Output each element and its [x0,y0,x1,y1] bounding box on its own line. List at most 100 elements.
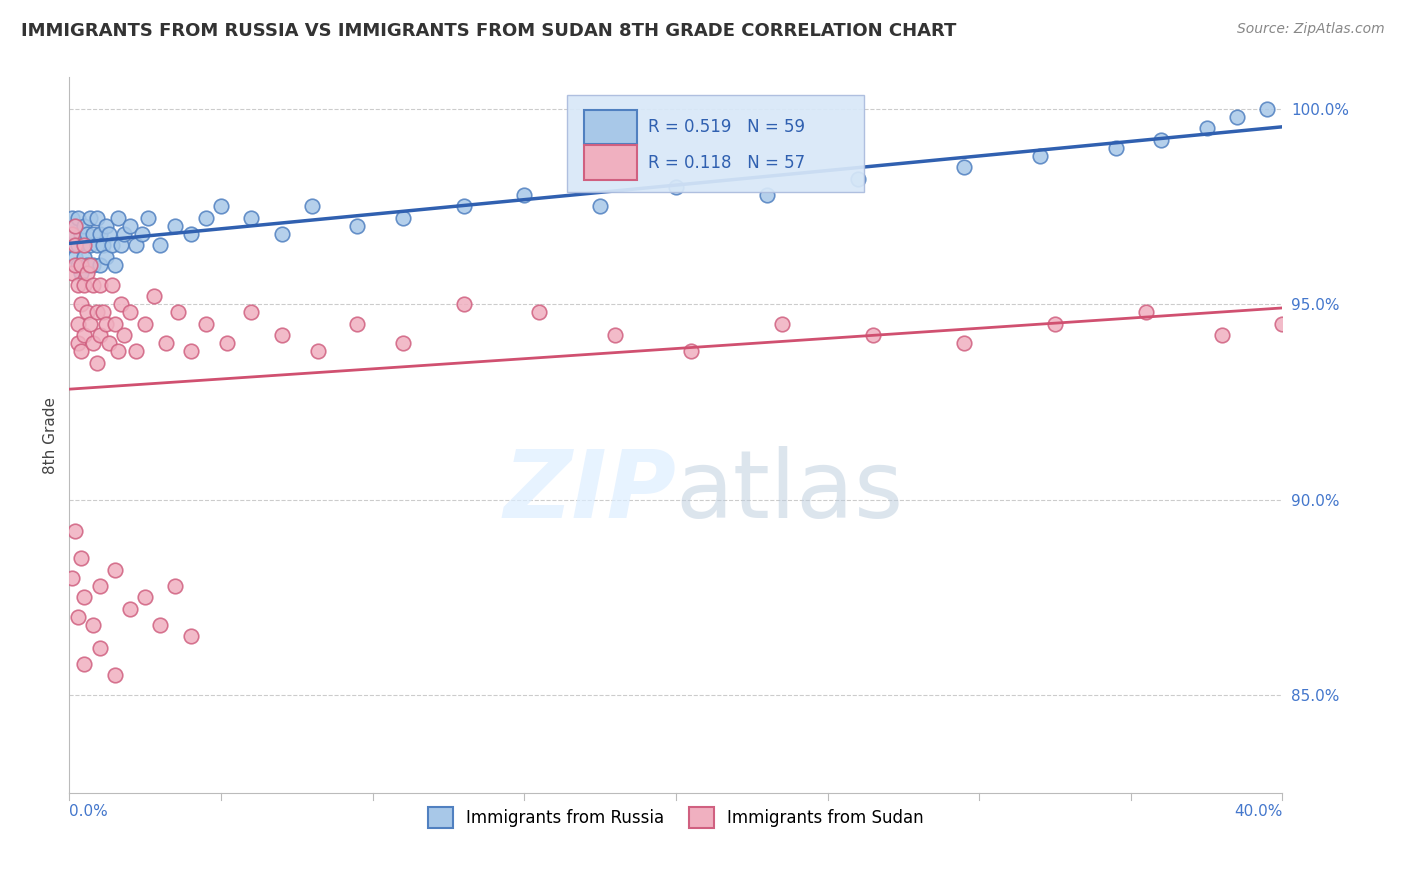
Point [770,317,793,331]
Point [180,344,202,359]
Point [76,305,98,319]
Point [89,227,111,241]
Point [73,328,96,343]
Point [240,305,263,319]
Point [86,356,108,370]
Point [605,328,627,343]
Point [194,211,217,226]
Point [70,266,93,280]
Point [346,219,368,233]
Point [94,250,117,264]
Point [65,227,87,241]
Point [82,336,104,351]
Point [65,219,87,233]
Text: 40.0%: 40.0% [1234,805,1282,820]
Point [82,258,104,272]
Point [79,238,101,252]
Point [89,258,111,272]
Point [110,297,132,311]
Point [65,238,87,252]
Point [67,317,90,331]
Point [301,199,323,213]
Text: R = 0.519   N = 59: R = 0.519 N = 59 [648,118,806,136]
Point [110,238,132,252]
Point [134,317,156,331]
Text: atlas: atlas [676,446,904,538]
Point [70,344,93,359]
Point [65,258,87,272]
Point [73,219,96,233]
Point [240,211,263,226]
Point [76,258,98,272]
Point [65,524,87,538]
Point [134,591,156,605]
Point [118,305,141,319]
Point [86,305,108,319]
Point [125,238,148,252]
Point [100,277,122,292]
Point [107,211,129,226]
FancyBboxPatch shape [567,95,863,192]
Point [73,238,96,252]
Point [1226,110,1249,124]
Text: R = 0.118   N = 57: R = 0.118 N = 57 [648,153,806,171]
Point [107,344,129,359]
Point [118,602,141,616]
Point [100,238,122,252]
Point [70,227,93,241]
Point [1029,148,1052,162]
Point [82,277,104,292]
FancyBboxPatch shape [583,145,637,179]
Point [679,344,702,359]
Point [194,317,217,331]
Point [392,336,415,351]
Point [346,317,368,331]
Point [104,317,127,331]
Point [65,219,87,233]
Point [513,187,536,202]
Point [149,617,172,632]
Point [1105,141,1128,155]
Point [1271,317,1294,331]
Text: IMMIGRANTS FROM RUSSIA VS IMMIGRANTS FROM SUDAN 8TH GRADE CORRELATION CHART: IMMIGRANTS FROM RUSSIA VS IMMIGRANTS FRO… [21,22,956,40]
Point [67,258,90,272]
Point [67,336,90,351]
Point [453,297,475,311]
Point [755,187,778,202]
Point [167,305,190,319]
Point [86,238,108,252]
Point [60,266,83,280]
Point [665,179,688,194]
Point [953,161,976,175]
Point [136,211,159,226]
Text: ZIP: ZIP [503,446,676,538]
Legend: Immigrants from Russia, Immigrants from Sudan: Immigrants from Russia, Immigrants from … [420,801,931,834]
Point [89,641,111,656]
Point [79,317,101,331]
Point [86,211,108,226]
Point [149,238,172,252]
Point [82,617,104,632]
Point [1150,133,1173,147]
Point [953,336,976,351]
Point [60,227,83,241]
Point [155,336,177,351]
Point [91,305,114,319]
Point [846,172,869,186]
Point [862,328,884,343]
Point [104,563,127,577]
Point [165,219,187,233]
Point [67,238,90,252]
Point [270,328,292,343]
Point [112,328,135,343]
Point [392,211,415,226]
Point [73,657,96,671]
Point [589,199,612,213]
Point [1211,328,1233,343]
Point [270,227,292,241]
Point [89,328,111,343]
FancyBboxPatch shape [583,110,637,144]
Point [97,227,120,241]
Point [112,227,135,241]
Point [94,219,117,233]
